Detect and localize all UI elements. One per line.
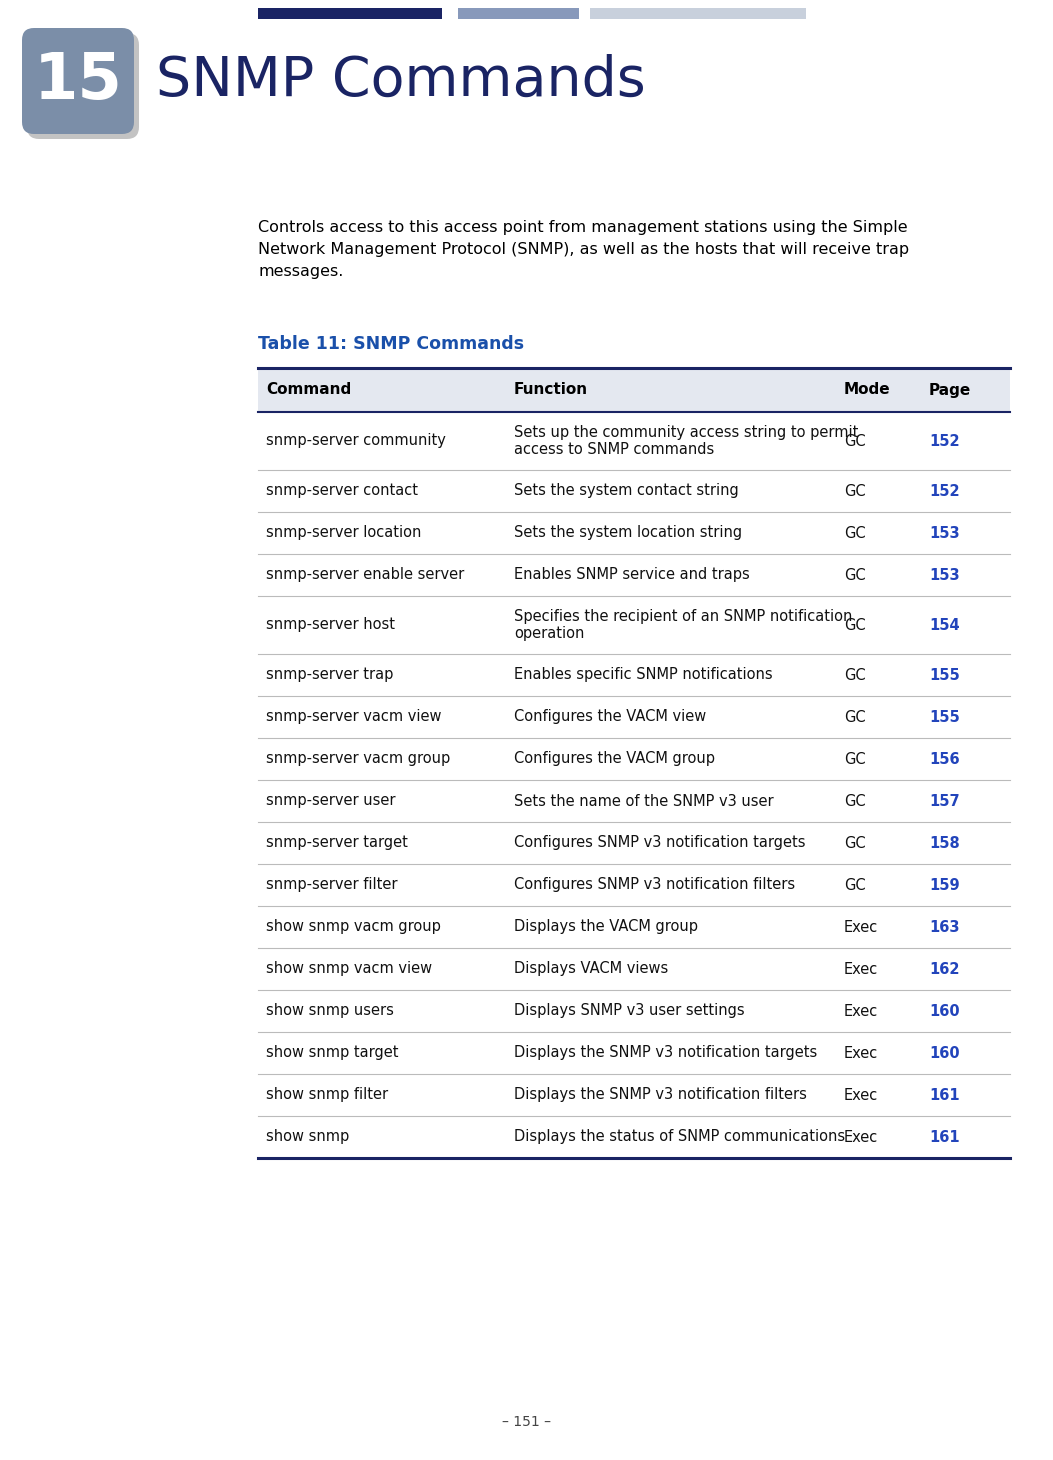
Text: GC: GC: [845, 793, 866, 809]
Text: show snmp: show snmp: [266, 1130, 350, 1145]
Text: – 151 –: – 151 –: [502, 1415, 551, 1429]
Text: Configures SNMP v3 notification filters: Configures SNMP v3 notification filters: [514, 877, 795, 892]
FancyBboxPatch shape: [27, 34, 139, 139]
Text: Controls access to this access point from management stations using the Simple
N: Controls access to this access point fro…: [258, 220, 909, 279]
Text: Exec: Exec: [845, 1003, 878, 1019]
Text: GC: GC: [845, 835, 866, 851]
Text: GC: GC: [845, 568, 866, 583]
Text: snmp-server vacm group: snmp-server vacm group: [266, 752, 451, 766]
Bar: [458, 7, 579, 19]
Text: GC: GC: [845, 618, 866, 632]
Text: 160: 160: [929, 1045, 959, 1060]
Text: Command: Command: [266, 383, 352, 397]
Text: GC: GC: [845, 526, 866, 540]
Text: Sets the system contact string: Sets the system contact string: [514, 483, 739, 498]
Text: snmp-server enable server: snmp-server enable server: [266, 568, 464, 583]
Text: 152: 152: [929, 434, 959, 448]
Text: 153: 153: [929, 568, 959, 583]
Text: 155: 155: [929, 710, 959, 724]
Text: show snmp filter: show snmp filter: [266, 1088, 389, 1102]
Text: GC: GC: [845, 752, 866, 766]
Text: Page: Page: [929, 383, 971, 397]
Text: 15: 15: [34, 50, 122, 112]
Text: Sets the name of the SNMP v3 user: Sets the name of the SNMP v3 user: [514, 793, 774, 809]
Text: GC: GC: [845, 877, 866, 892]
Text: Specifies the recipient of an SNMP notification
operation: Specifies the recipient of an SNMP notif…: [514, 609, 852, 641]
Text: Exec: Exec: [845, 1088, 878, 1102]
Bar: [258, 368, 1010, 412]
Text: snmp-server filter: snmp-server filter: [266, 877, 397, 892]
Text: 152: 152: [929, 483, 959, 498]
Text: Configures SNMP v3 notification targets: Configures SNMP v3 notification targets: [514, 835, 806, 851]
Text: snmp-server user: snmp-server user: [266, 793, 396, 809]
Text: Displays the status of SNMP communications: Displays the status of SNMP communicatio…: [514, 1130, 846, 1145]
Text: Mode: Mode: [845, 383, 891, 397]
Text: 158: 158: [929, 835, 959, 851]
Text: Displays the VACM group: Displays the VACM group: [514, 920, 698, 934]
Text: 157: 157: [929, 793, 959, 809]
Text: GC: GC: [845, 483, 866, 498]
Text: 154: 154: [929, 618, 959, 632]
Text: 163: 163: [929, 920, 959, 934]
Text: snmp-server location: snmp-server location: [266, 526, 421, 540]
Text: snmp-server community: snmp-server community: [266, 434, 445, 448]
Text: Exec: Exec: [845, 1045, 878, 1060]
Text: 162: 162: [929, 962, 959, 977]
Text: snmp-server trap: snmp-server trap: [266, 667, 394, 682]
Text: 159: 159: [929, 877, 959, 892]
Text: GC: GC: [845, 710, 866, 724]
Text: Displays VACM views: Displays VACM views: [514, 962, 669, 977]
Text: snmp-server host: snmp-server host: [266, 618, 395, 632]
Bar: [258, 7, 442, 19]
Text: SNMP Commands: SNMP Commands: [156, 54, 645, 108]
Text: snmp-server vacm view: snmp-server vacm view: [266, 710, 441, 724]
Text: Displays the SNMP v3 notification filters: Displays the SNMP v3 notification filter…: [514, 1088, 807, 1102]
Text: snmp-server contact: snmp-server contact: [266, 483, 418, 498]
Text: Exec: Exec: [845, 920, 878, 934]
Text: GC: GC: [845, 667, 866, 682]
Text: 155: 155: [929, 667, 959, 682]
Text: Displays the SNMP v3 notification targets: Displays the SNMP v3 notification target…: [514, 1045, 817, 1060]
Text: Configures the VACM group: Configures the VACM group: [514, 752, 715, 766]
Bar: [590, 7, 806, 19]
Text: 160: 160: [929, 1003, 959, 1019]
Text: Enables specific SNMP notifications: Enables specific SNMP notifications: [514, 667, 773, 682]
Text: snmp-server target: snmp-server target: [266, 835, 408, 851]
Text: Exec: Exec: [845, 962, 878, 977]
Text: Configures the VACM view: Configures the VACM view: [514, 710, 707, 724]
Text: Sets up the community access string to permit
access to SNMP commands: Sets up the community access string to p…: [514, 425, 858, 457]
Text: 161: 161: [929, 1088, 959, 1102]
Text: 161: 161: [929, 1130, 959, 1145]
Text: show snmp users: show snmp users: [266, 1003, 394, 1019]
Text: Function: Function: [514, 383, 589, 397]
Text: show snmp target: show snmp target: [266, 1045, 398, 1060]
Text: Sets the system location string: Sets the system location string: [514, 526, 742, 540]
Text: Exec: Exec: [845, 1130, 878, 1145]
Text: 156: 156: [929, 752, 959, 766]
Text: GC: GC: [845, 434, 866, 448]
Text: show snmp vacm group: show snmp vacm group: [266, 920, 441, 934]
Text: 153: 153: [929, 526, 959, 540]
Text: Displays SNMP v3 user settings: Displays SNMP v3 user settings: [514, 1003, 744, 1019]
Text: Enables SNMP service and traps: Enables SNMP service and traps: [514, 568, 750, 583]
FancyBboxPatch shape: [22, 28, 134, 134]
Text: show snmp vacm view: show snmp vacm view: [266, 962, 432, 977]
Text: Table 11: SNMP Commands: Table 11: SNMP Commands: [258, 334, 524, 353]
